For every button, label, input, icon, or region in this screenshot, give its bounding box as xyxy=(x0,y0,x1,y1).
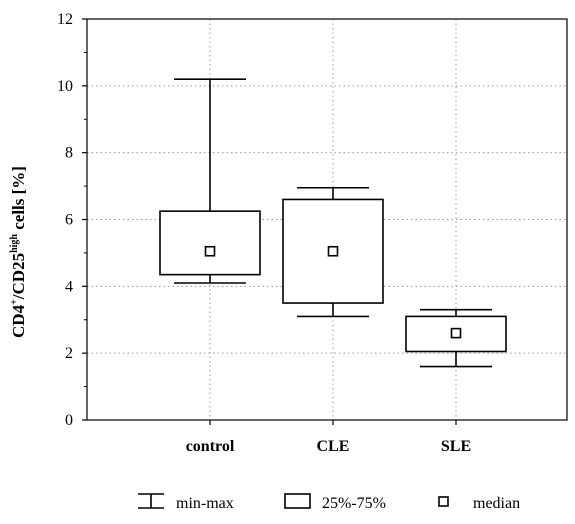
y-label-sup2: high xyxy=(9,234,20,253)
y-tick-label: 10 xyxy=(57,78,73,95)
legend-item-iqr: 25%-75% xyxy=(284,493,386,512)
y-label-end: cells [%] xyxy=(9,166,28,234)
legend-item-min-max: min-max xyxy=(138,493,234,512)
y-label-base: CD4 xyxy=(9,304,28,338)
box-sle xyxy=(405,308,507,368)
box-cle xyxy=(282,186,384,318)
box-control xyxy=(159,78,261,284)
x-category-label: control xyxy=(186,438,235,455)
y-tick-label: 4 xyxy=(65,278,73,295)
square-icon xyxy=(438,496,449,507)
x-category-label: CLE xyxy=(317,438,350,455)
median-marker xyxy=(327,245,339,257)
boxes xyxy=(159,78,507,368)
box-icon xyxy=(284,493,311,509)
axis-labels: 0 2 4 6 8 10 12 control CLE SLE xyxy=(57,11,471,455)
y-axis-label: CD4+/CD25high cells [%] xyxy=(9,166,28,338)
median-marker xyxy=(450,327,462,339)
legend: min-max 25%-75% median xyxy=(138,493,520,512)
iqr-box xyxy=(159,210,261,276)
legend-label: min-max xyxy=(176,495,234,512)
median-marker xyxy=(204,245,216,257)
axes xyxy=(82,18,568,425)
y-tick-label: 12 xyxy=(57,11,73,28)
y-tick-label: 8 xyxy=(65,145,73,162)
legend-label: median xyxy=(473,495,520,512)
y-tick-label: 6 xyxy=(65,212,73,229)
y-tick-label: 0 xyxy=(65,412,73,429)
y-label-sup1: + xyxy=(9,299,20,305)
legend-item-median: median xyxy=(438,495,520,512)
x-category-label: SLE xyxy=(441,438,471,455)
legend-label: 25%-75% xyxy=(322,495,386,512)
y-tick-label: 2 xyxy=(65,345,73,362)
y-label-mid: /CD25 xyxy=(9,253,28,300)
